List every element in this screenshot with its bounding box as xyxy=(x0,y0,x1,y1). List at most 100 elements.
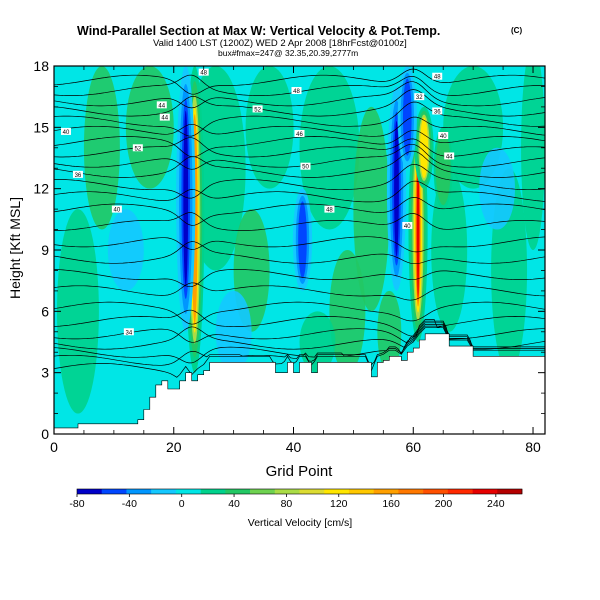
contour-label: 40 xyxy=(440,134,447,140)
colorbar-swatch xyxy=(77,489,103,494)
downdraft-band xyxy=(394,120,399,257)
colorbar-label: Vertical Velocity [cm/s] xyxy=(248,517,353,529)
theta-contour-line xyxy=(54,129,545,158)
chart-subtitle: Valid 1400 LST (1200Z) WED 2 Apr 2008 [1… xyxy=(153,38,407,49)
contour-label: 48 xyxy=(434,75,441,81)
theta-contour-line xyxy=(54,180,545,203)
colorbar-tick-label: 120 xyxy=(330,498,348,510)
velocity-patch xyxy=(215,290,252,373)
contour-label: 48 xyxy=(326,208,333,214)
theta-contour-line xyxy=(54,269,545,288)
y-axis-label: Height [Kft MSL] xyxy=(7,197,23,299)
colorbar-tick-label: 160 xyxy=(382,498,400,510)
theta-contour-line xyxy=(54,320,545,344)
downdraft-band xyxy=(402,78,412,156)
theta-contour-line xyxy=(54,241,545,265)
theta-contour-line xyxy=(54,143,545,170)
x-axis-label: Grid Point xyxy=(266,463,334,480)
theta-contour-line xyxy=(54,236,545,253)
theta-contours xyxy=(54,68,545,378)
theta-contour-line xyxy=(54,116,545,137)
y-tick-label: 6 xyxy=(41,303,49,319)
y-tick-label: 0 xyxy=(41,426,49,442)
downdraft-band xyxy=(298,201,307,279)
updraft-band xyxy=(420,117,429,178)
colorbar-swatch xyxy=(423,489,449,494)
theta-contour-line xyxy=(54,324,545,364)
theta-contour-line xyxy=(54,301,545,325)
contour-labels: 36 40 40 52 44 44 48 52 48 46 50 48 34 40 32 48 36 40 44 xyxy=(60,68,455,336)
contour-label-box xyxy=(444,152,455,160)
contour-label-box xyxy=(414,93,425,101)
theta-contour-line xyxy=(54,212,545,231)
theta-contour-line xyxy=(54,309,545,337)
colorbar-swatch xyxy=(225,489,251,494)
velocity-patch xyxy=(329,250,366,373)
velocity-patch xyxy=(353,106,390,312)
y-tick-label: 9 xyxy=(41,242,49,258)
y-tick-label: 12 xyxy=(33,181,49,197)
contour-label-box xyxy=(60,127,71,135)
y-tick-label: 15 xyxy=(33,119,49,135)
plot-area: 36 40 40 52 44 44 48 52 48 46 50 48 34 40 32 48 36 40 44 xyxy=(54,66,545,434)
theta-contour-line xyxy=(54,327,545,378)
contour-label: 44 xyxy=(446,154,453,160)
velocity-patch xyxy=(245,66,294,189)
colorbar-swatch xyxy=(101,489,127,494)
terrain-mask xyxy=(54,333,545,434)
colorbar-tick-label: -40 xyxy=(122,498,137,510)
contour-label: 48 xyxy=(293,89,300,95)
chart-title: Wind-Parallel Section at Max W: Vertical… xyxy=(77,24,440,38)
contour-label-box xyxy=(252,105,263,113)
contour-label-box xyxy=(156,101,167,109)
theta-contour-line xyxy=(54,282,545,301)
colorbar-swatch xyxy=(200,489,226,494)
colorbar-swatch xyxy=(348,489,374,494)
contour-label: 36 xyxy=(434,109,441,115)
velocity-patch xyxy=(83,66,120,230)
x-tick-label: 20 xyxy=(166,439,182,455)
colorbar: -80 -40 0 40 80 120 160 200 240 xyxy=(69,488,523,510)
contour-label-box xyxy=(111,205,122,213)
theta-contour-line xyxy=(54,68,545,95)
contour-label-box xyxy=(72,170,83,178)
theta-contour-line xyxy=(54,322,545,350)
colorbar-swatch xyxy=(398,489,424,494)
chart-info: bux#fmax=247@ 32.35,20.39,2777m xyxy=(218,48,358,58)
contour-label: 50 xyxy=(302,165,309,171)
velocity-patch xyxy=(299,311,336,373)
contour-label-box xyxy=(432,72,443,80)
contour-label: 40 xyxy=(404,224,411,230)
contour-label: 44 xyxy=(161,116,168,122)
colorbar-swatch xyxy=(324,489,350,494)
velocity-patch xyxy=(479,147,516,230)
x-tick-label: 60 xyxy=(405,439,421,455)
contour-label: 32 xyxy=(416,95,423,101)
colorbar-swatch xyxy=(175,489,201,494)
updraft-band xyxy=(435,131,451,206)
contour-label-box xyxy=(132,144,143,152)
theta-contour-line xyxy=(54,101,545,137)
colorbar-swatch xyxy=(151,489,177,494)
contour-label-box xyxy=(198,68,209,76)
colorbar-swatch xyxy=(497,489,523,494)
colorbar-swatch xyxy=(373,489,399,494)
colorbar-tick-label: 40 xyxy=(228,498,240,510)
velocity-patch xyxy=(107,209,144,291)
x-tick-label: 40 xyxy=(286,439,302,455)
colorbar-tick-label: 0 xyxy=(179,498,185,510)
contour-label-box xyxy=(300,162,311,170)
contour-label: 48 xyxy=(200,71,207,77)
contour-label-box xyxy=(159,113,170,121)
contour-label: 44 xyxy=(158,103,165,109)
colorbar-swatch xyxy=(299,489,325,494)
contour-label-box xyxy=(294,129,305,137)
contour-label-box xyxy=(438,132,449,140)
velocity-patch xyxy=(521,66,545,250)
velocity-patch xyxy=(431,168,468,332)
contour-label: 52 xyxy=(134,146,141,152)
colorbar-swatch xyxy=(126,489,152,494)
colorbar-tick-label: -80 xyxy=(69,498,84,510)
